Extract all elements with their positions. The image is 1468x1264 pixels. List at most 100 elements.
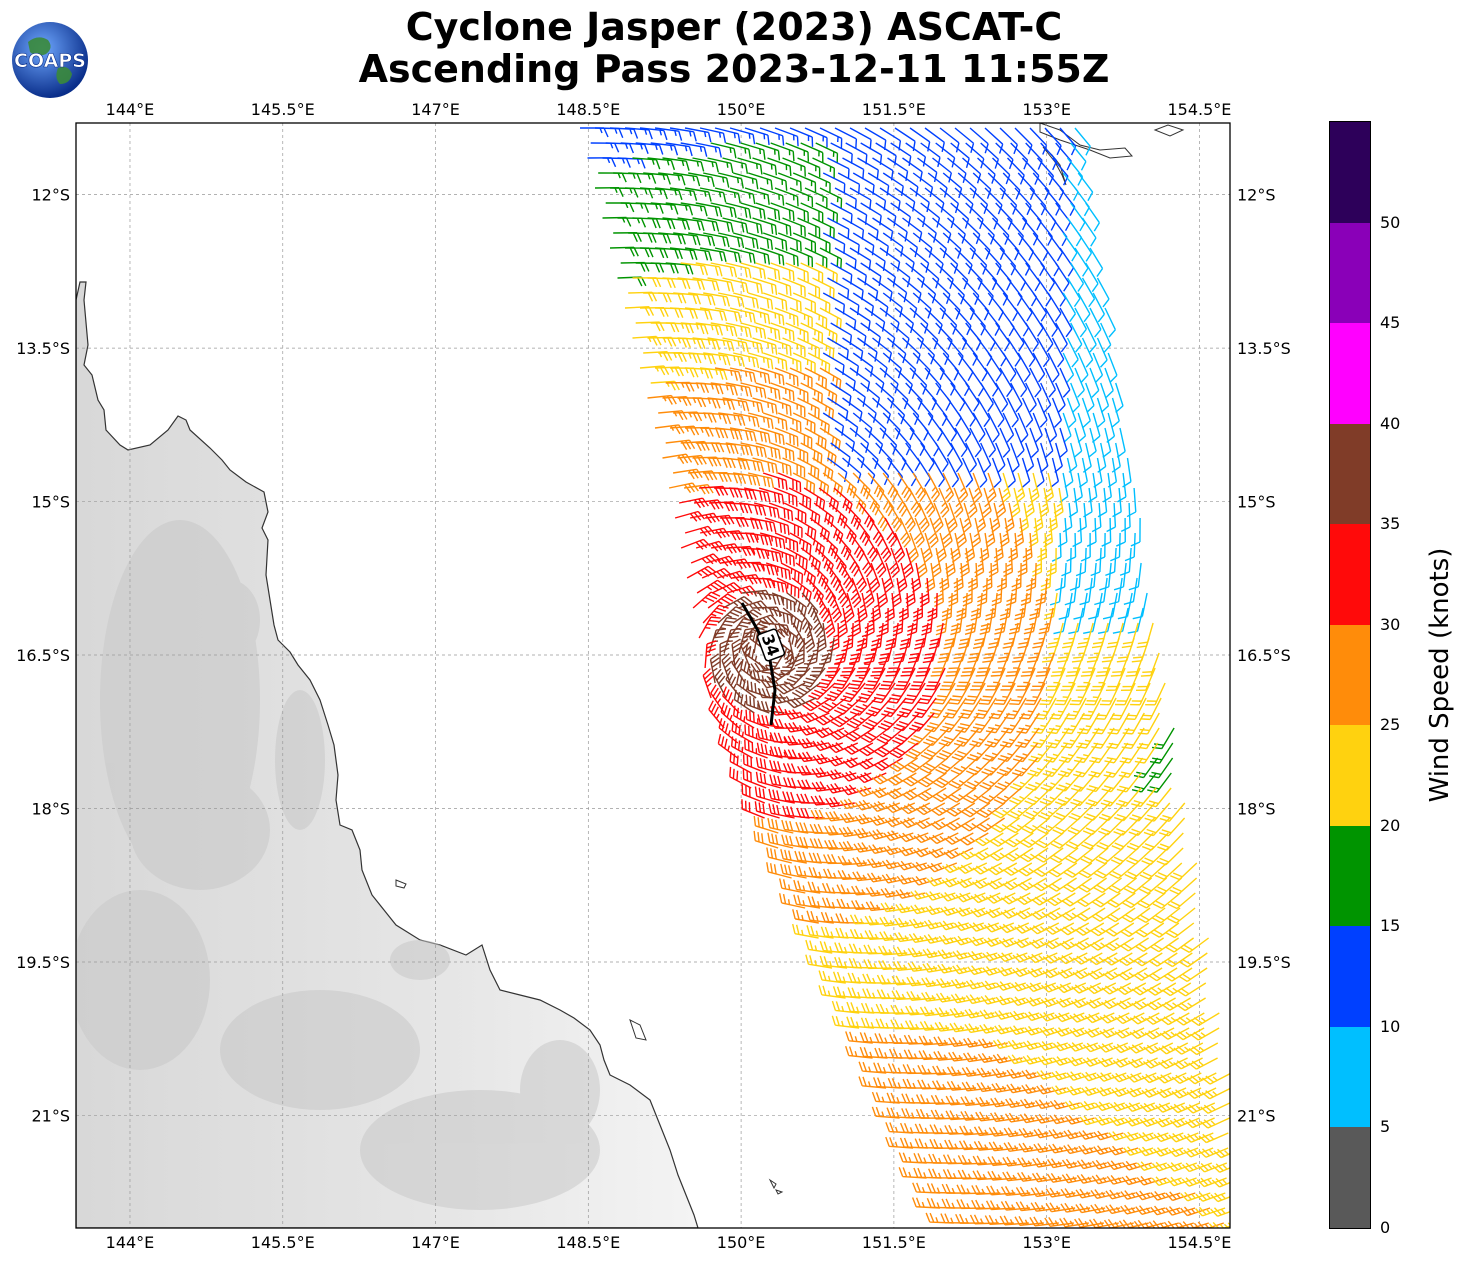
wind-barb (1167, 892, 1196, 910)
wind-barb (902, 772, 932, 787)
wind-barb (635, 142, 664, 155)
wind-barb (938, 562, 950, 593)
wind-barb (702, 668, 714, 699)
wind-barb (885, 652, 905, 677)
wind-barb (1100, 787, 1127, 807)
wind-barb (1033, 1143, 1064, 1154)
wind-barb (816, 622, 827, 653)
wind-barb (873, 1077, 902, 1089)
wind-barb (980, 382, 994, 412)
wind-barb (871, 457, 890, 486)
wind-barb (710, 322, 738, 337)
wind-barb (789, 247, 814, 268)
wind-barb (1047, 622, 1064, 649)
wind-barb (811, 781, 842, 792)
wind-barb (948, 1051, 978, 1062)
wind-barb (949, 1007, 980, 1018)
wind-barb (1042, 967, 1073, 979)
wind-barb (1030, 1187, 1061, 1198)
wind-barb (862, 712, 890, 730)
wind-barb (755, 757, 782, 774)
wind-barb (874, 1047, 903, 1059)
wind-barb (774, 187, 799, 207)
wind-barb (875, 142, 897, 166)
wind-barb (924, 562, 936, 593)
wind-barb (1061, 1158, 1092, 1169)
wind-barb (1002, 622, 1019, 649)
colorbar-segment (1330, 725, 1370, 826)
wind-barb (894, 427, 912, 456)
wind-barb (759, 367, 785, 386)
wind-barb (804, 532, 826, 558)
wind-barb (900, 652, 920, 677)
wind-barb (893, 487, 908, 517)
wind-barb (1021, 817, 1051, 834)
wind-barb (654, 424, 685, 435)
colorbar-tick-label: 20 (1380, 815, 1401, 835)
wind-barb (1014, 127, 1033, 155)
wind-barb (985, 1200, 1016, 1211)
wind-barb (884, 592, 895, 623)
wind-barb (818, 487, 839, 513)
wind-barb (1060, 667, 1081, 691)
wind-barb (669, 127, 697, 142)
wind-barb (973, 1140, 1004, 1151)
wind-barb (814, 727, 845, 739)
wind-barb (743, 487, 771, 503)
wind-barb (874, 1033, 903, 1044)
wind-barb (1055, 997, 1086, 1008)
wind-barb (780, 849, 807, 864)
wind-barb (827, 157, 850, 179)
wind-barb (878, 945, 908, 956)
wind-barb (892, 946, 923, 957)
wind-barb (1178, 967, 1208, 983)
wind-barb (624, 127, 653, 140)
wind-barb (680, 322, 709, 335)
wind-barb (933, 1036, 963, 1047)
wind-barb (669, 425, 700, 436)
wind-barb (654, 247, 683, 260)
wind-barb (1086, 517, 1097, 547)
wind-barb (669, 367, 699, 378)
wind-barb (1129, 1012, 1160, 1025)
wind-barb (792, 232, 817, 253)
wind-barb (1113, 562, 1127, 591)
wind-barb (714, 127, 741, 144)
wind-barb (950, 382, 966, 412)
wind-barb (810, 795, 840, 806)
wind-barb (996, 757, 1024, 777)
wind-barb (834, 247, 857, 270)
wind-barb (744, 247, 771, 265)
wind-barb (1186, 1087, 1217, 1099)
wind-barb (789, 127, 814, 147)
wind-barb (982, 637, 1000, 663)
wind-barb (1014, 922, 1045, 934)
colorbar-tick-label: 5 (1380, 1117, 1391, 1137)
wind-barb (969, 247, 988, 275)
wind-barb (960, 1096, 990, 1107)
wind-barb (806, 637, 820, 666)
wind-barb (991, 217, 1010, 245)
wind-barb (757, 714, 785, 729)
wind-barb (1088, 952, 1118, 966)
wind-barb (899, 1137, 929, 1149)
wind-barb (987, 622, 1004, 649)
wind-barb (774, 532, 799, 553)
wind-barb (1180, 937, 1210, 953)
wind-barb (673, 352, 702, 364)
wind-barb (1021, 157, 1040, 185)
wind-barb (840, 652, 860, 677)
wind-barb (902, 217, 923, 243)
wind-barb (757, 592, 785, 606)
wind-barb (860, 1017, 890, 1029)
wind-barb (1092, 352, 1104, 383)
wind-barb (770, 718, 800, 729)
wind-barb (914, 622, 929, 650)
wind-barb (809, 823, 839, 834)
wind-barb (795, 562, 817, 588)
wind-barb (853, 842, 884, 853)
wind-barb (991, 397, 1005, 428)
lon-tick-label-top: 147°E (411, 100, 460, 119)
wind-barb (812, 277, 835, 299)
wind-barb (782, 277, 806, 297)
